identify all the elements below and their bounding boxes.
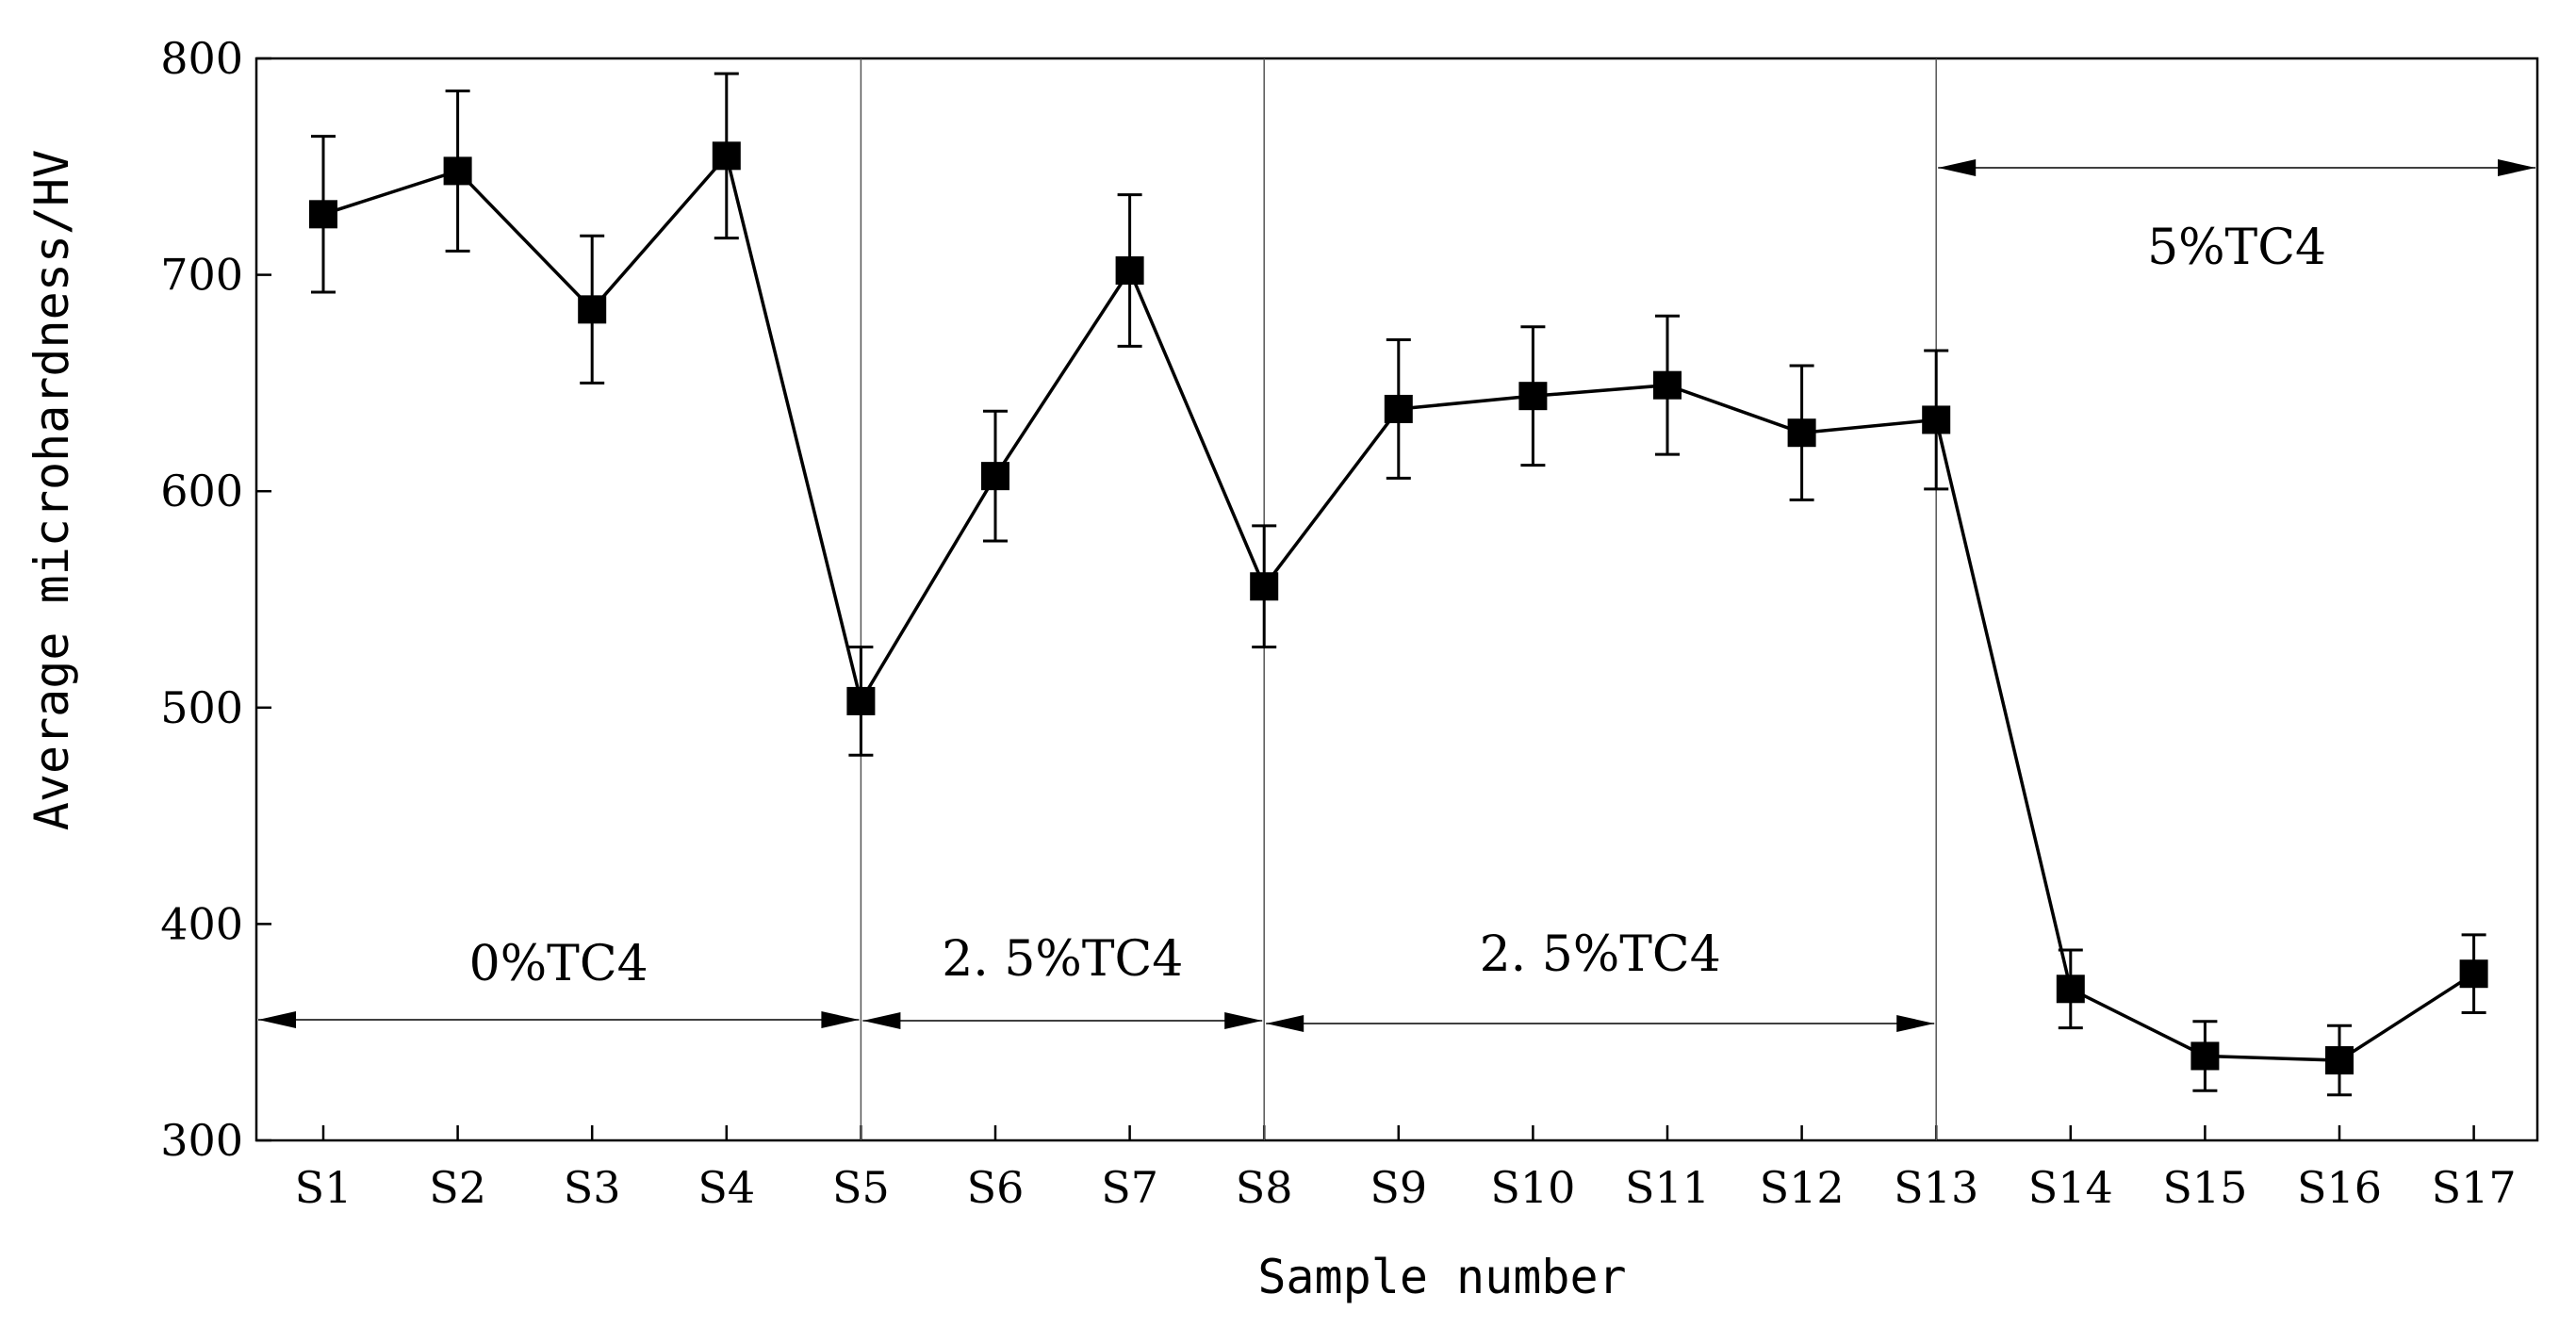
x-tick-label: S16	[2297, 1162, 2382, 1213]
x-axis-title: Sample number	[1257, 1250, 1626, 1304]
data-point-marker	[846, 686, 876, 715]
x-tick-label: S7	[1101, 1162, 1158, 1213]
data-point-marker	[1922, 405, 1951, 434]
x-tick-label: S10	[1490, 1162, 1575, 1213]
plot-frame	[254, 57, 2539, 1142]
region-arrowhead	[2498, 159, 2535, 176]
x-tick-label: S14	[2028, 1162, 2113, 1213]
x-tick-label: S2	[429, 1162, 486, 1213]
data-point-marker	[1250, 572, 1279, 601]
region-arrowhead	[1938, 159, 1977, 176]
data-point-marker	[2190, 1041, 2220, 1071]
region-label: 5%TC4	[2147, 220, 2326, 276]
region-arrowhead	[862, 1012, 901, 1029]
region-arrowhead	[1896, 1015, 1935, 1032]
y-axis-title: Average microhardness/HV	[25, 150, 79, 830]
x-tick-label: S13	[1894, 1162, 1978, 1213]
y-tick-label: 600	[160, 466, 243, 516]
y-tick-label: 400	[160, 898, 243, 949]
y-tick-label: 800	[160, 33, 243, 84]
data-point-marker	[443, 156, 472, 186]
data-point-marker	[2459, 959, 2488, 989]
x-tick-label: S4	[697, 1162, 755, 1213]
region-arrowhead	[821, 1011, 860, 1028]
data-point-marker	[1653, 370, 1682, 400]
region-arrowhead	[1266, 1015, 1304, 1032]
data-point-marker	[2056, 975, 2085, 1004]
y-tick-label: 500	[160, 682, 243, 733]
x-tick-label: S1	[295, 1162, 353, 1213]
data-point-marker	[1115, 256, 1144, 286]
y-tick-label: 300	[160, 1115, 243, 1166]
x-tick-label: S11	[1625, 1162, 1710, 1213]
data-point-marker	[1518, 382, 1548, 411]
x-tick-label: S8	[1236, 1162, 1293, 1213]
data-point-marker	[712, 141, 741, 171]
data-point-marker	[2325, 1046, 2354, 1075]
data-point-marker	[1384, 394, 1413, 423]
data-point-marker	[309, 200, 337, 229]
region-label: 2. 5%TC4	[1480, 926, 1721, 983]
data-point-marker	[578, 295, 607, 324]
region-arrowhead	[258, 1011, 296, 1028]
y-tick-label: 700	[160, 250, 243, 301]
x-tick-label: S3	[564, 1162, 621, 1213]
series-line	[322, 152, 2475, 1062]
data-point-marker	[1787, 418, 1816, 448]
x-tick-label: S5	[832, 1162, 890, 1213]
x-tick-label: S6	[967, 1162, 1025, 1213]
region-label: 0%TC4	[469, 936, 648, 992]
region-label: 2. 5%TC4	[942, 931, 1183, 988]
x-tick-label: S17	[2432, 1162, 2517, 1213]
data-point-marker	[981, 462, 1009, 491]
region-arrowhead	[1224, 1012, 1263, 1029]
x-tick-label: S15	[2162, 1162, 2247, 1213]
x-tick-label: S12	[1760, 1162, 1845, 1213]
x-tick-label: S9	[1370, 1162, 1427, 1213]
